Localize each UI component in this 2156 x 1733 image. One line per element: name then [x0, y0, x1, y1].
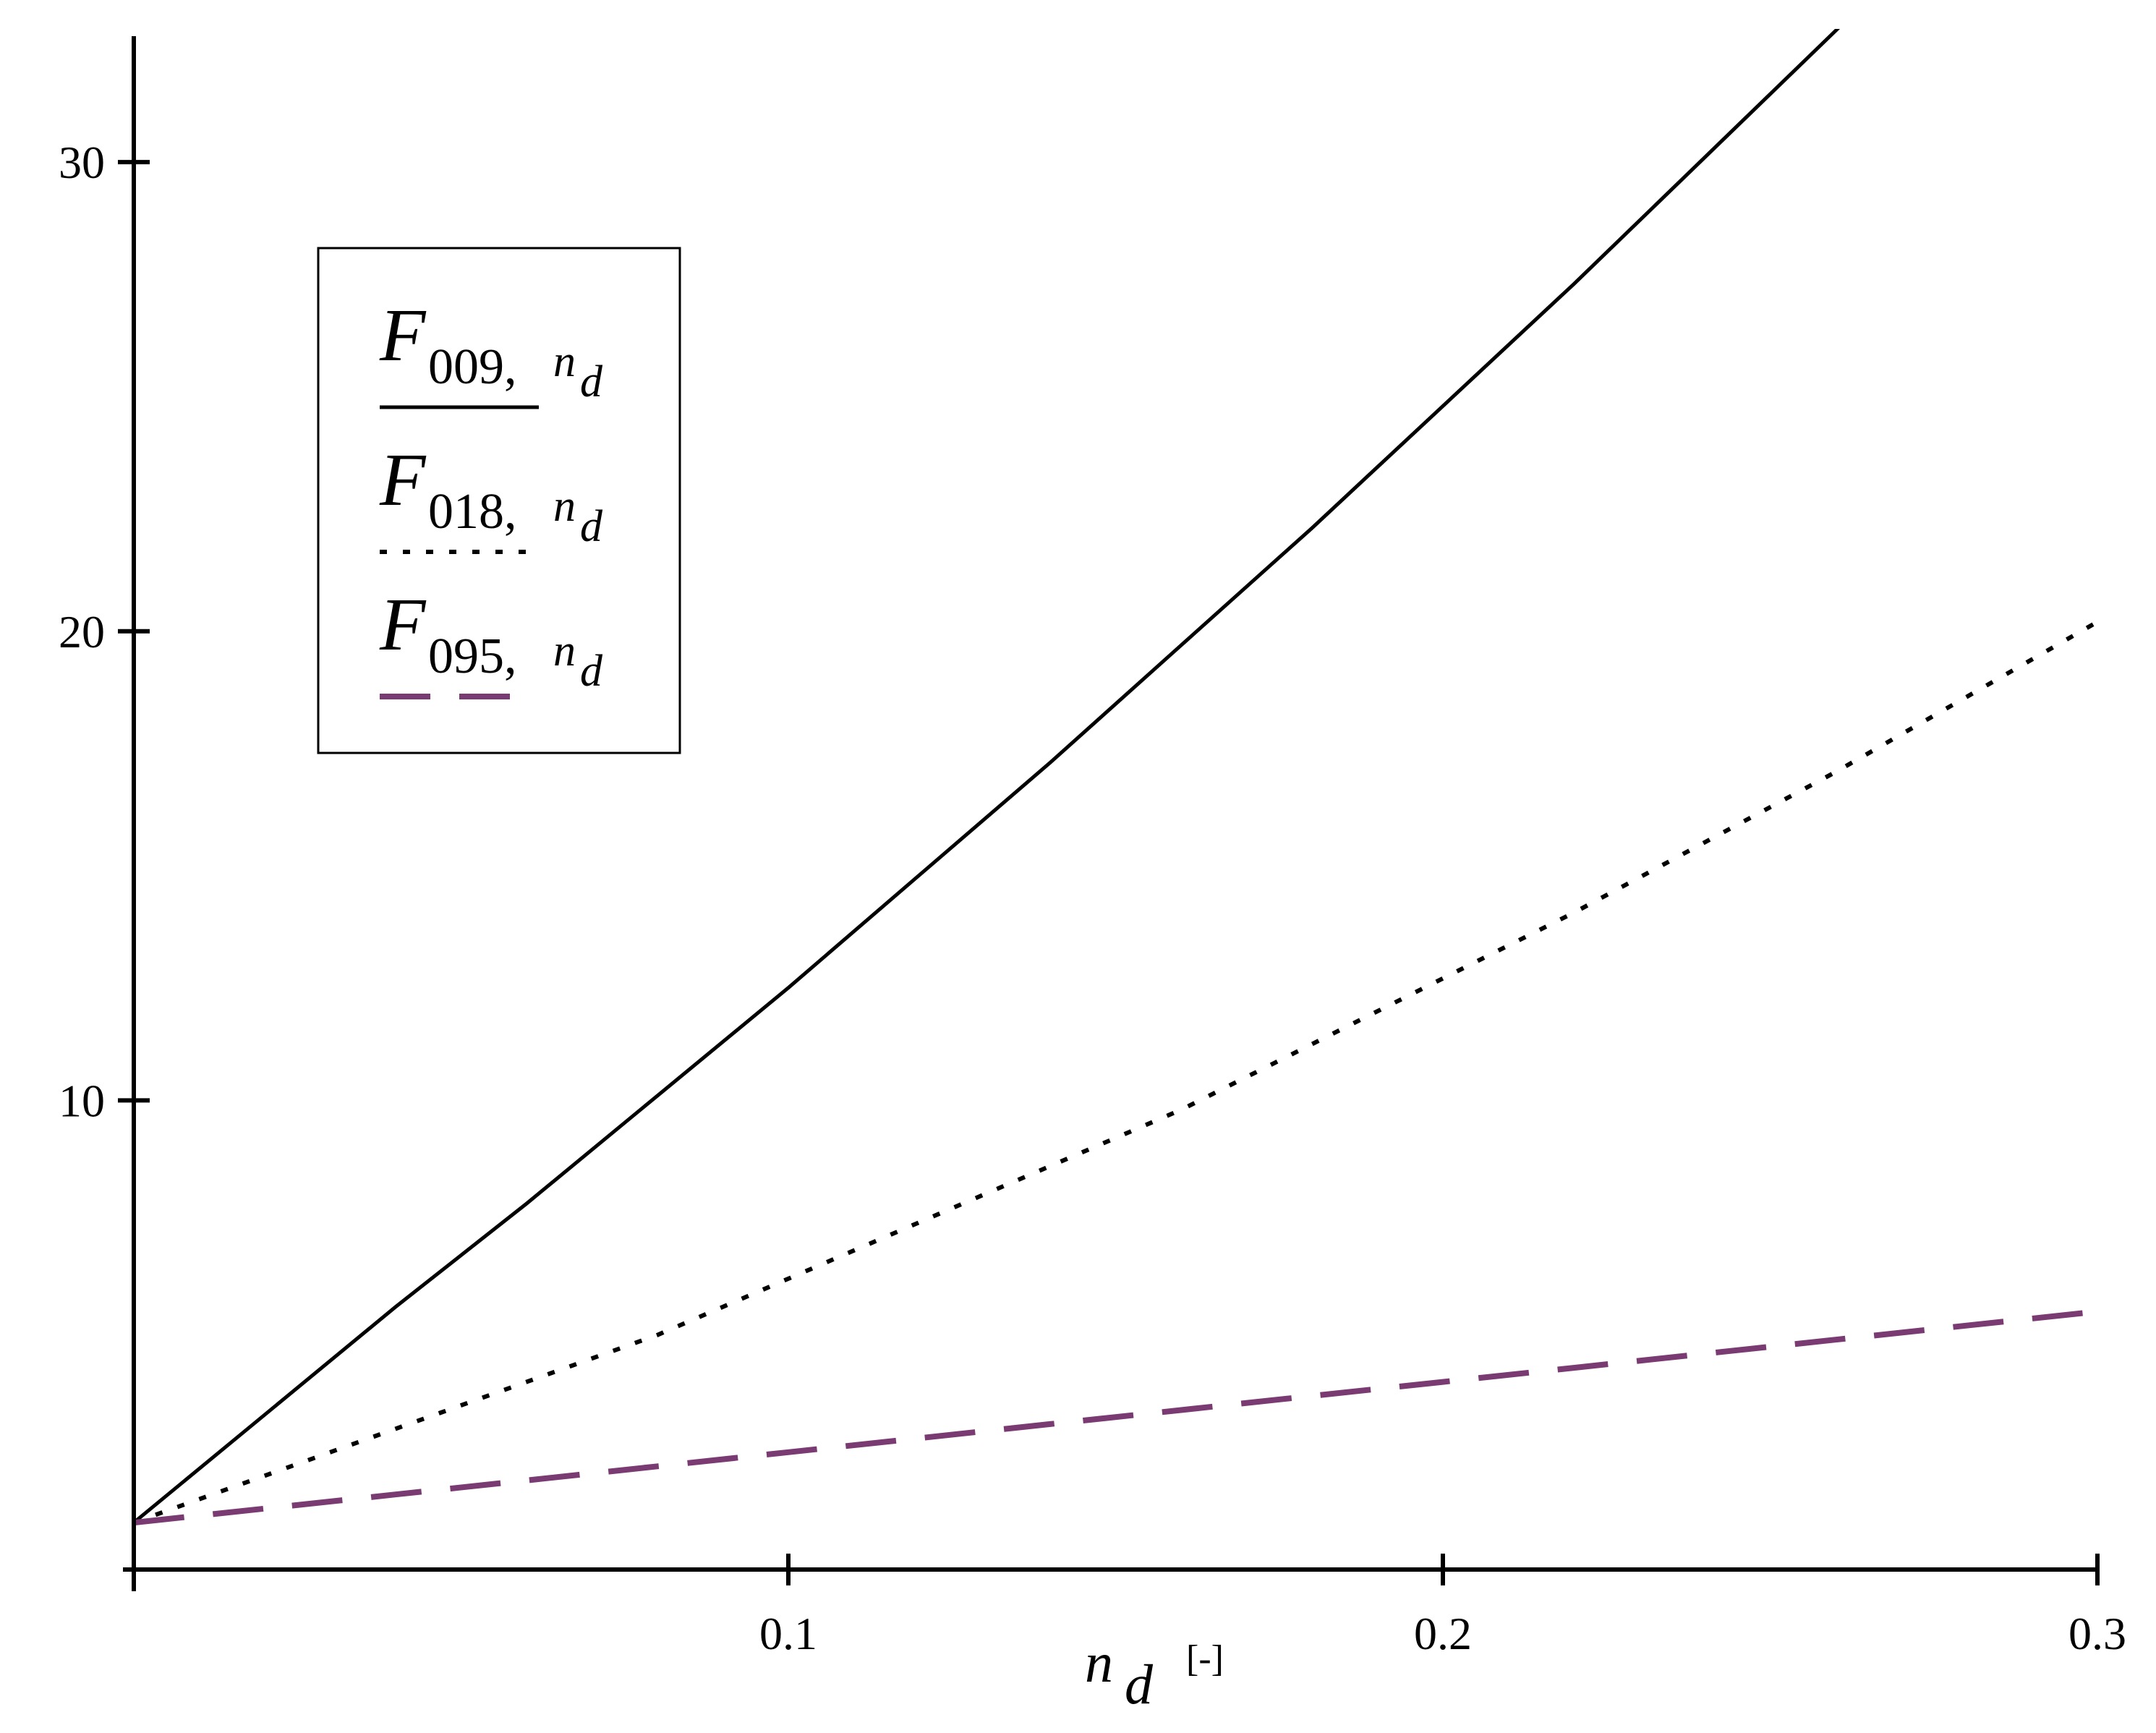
- plot-area: [134, 29, 2099, 1526]
- series-line-1: [134, 29, 1841, 1525]
- legend-label-sub: 009,: [428, 339, 517, 395]
- legend-label-subsub: n: [553, 626, 576, 676]
- x-axis-label-unit: [-]: [1186, 1638, 1224, 1679]
- legend-entry: F 095, n d: [379, 583, 603, 699]
- series-line-3: [134, 1308, 2098, 1526]
- y-tick-label: 20: [59, 606, 105, 657]
- legend-label-subsubsub: d: [580, 502, 603, 551]
- y-tick-label: 10: [59, 1075, 105, 1126]
- x-axis-label: n d [-]: [1085, 1631, 1224, 1716]
- legend-box: [317, 247, 681, 754]
- legend-label-sub: 018,: [428, 484, 517, 540]
- x-tick-label: 0.3: [2068, 1608, 2126, 1659]
- y-tick-label: 30: [59, 137, 105, 188]
- legend-label-symbol: F: [379, 583, 427, 666]
- legend-label-symbol: F: [379, 438, 427, 521]
- legend-label-subsub: n: [553, 337, 576, 386]
- legend-label-subsub: n: [553, 482, 576, 531]
- x-tick-label: 0.2: [1414, 1608, 1472, 1659]
- series-line-2: [134, 620, 2099, 1525]
- axis-ticks: 0.1 0.2 0.3 10 20 30: [59, 137, 2126, 1659]
- legend-label-symbol: F: [379, 294, 427, 377]
- legend-label-subsubsub: d: [580, 357, 603, 406]
- x-axis-label-sub: d: [1125, 1653, 1154, 1716]
- legend-entry: F 009, n d: [379, 294, 603, 409]
- x-axis-label-var: n: [1085, 1631, 1113, 1694]
- legend: F 009, n dF 018, n dF 095, n d: [317, 247, 681, 754]
- legend-label-sub: 095,: [428, 629, 517, 684]
- x-tick-label: 0.1: [759, 1608, 817, 1659]
- legend-label-subsubsub: d: [580, 647, 603, 696]
- legend-entry: F 018, n d: [379, 438, 603, 554]
